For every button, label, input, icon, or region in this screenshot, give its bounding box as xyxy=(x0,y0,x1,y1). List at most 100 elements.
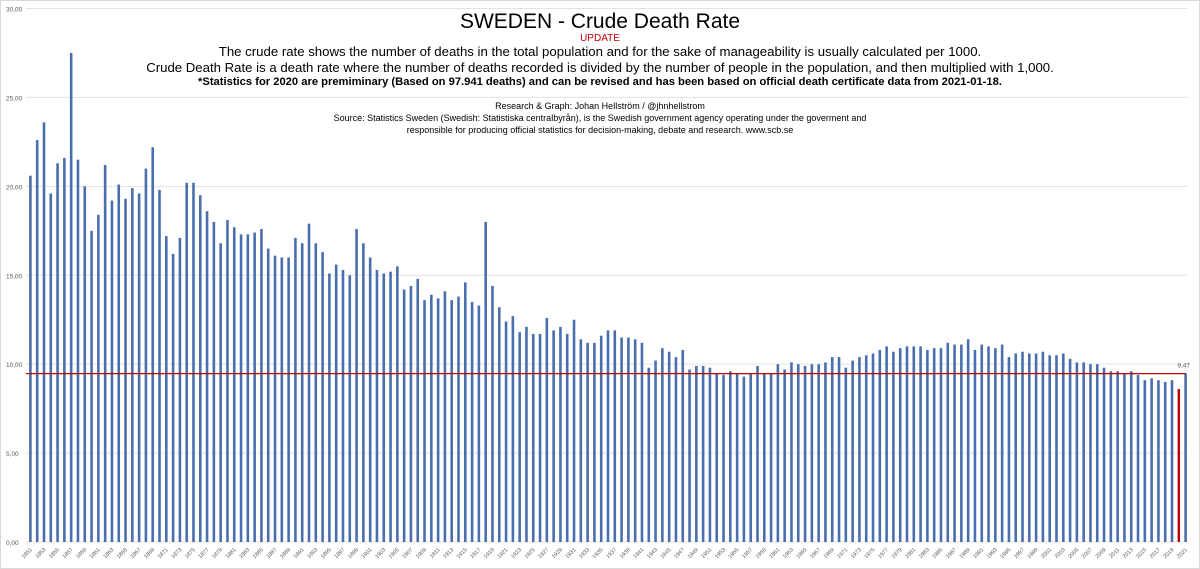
bar-1954 xyxy=(729,371,732,542)
bar-1920 xyxy=(497,307,501,542)
bar-1866 xyxy=(131,188,134,542)
x-tick-label: 2011 xyxy=(1108,547,1121,560)
bar-1962 xyxy=(783,369,786,542)
x-tick-label: 1971 xyxy=(836,547,849,560)
y-tick-label: 20,00 xyxy=(6,184,23,191)
bar-1966 xyxy=(810,364,814,542)
x-tick-label: 1919 xyxy=(483,547,496,560)
bar-2021 xyxy=(1184,373,1187,542)
bar-1907 xyxy=(409,285,413,542)
bar-1883 xyxy=(246,234,250,542)
bar-1851 xyxy=(29,175,32,542)
x-tick-label: 1981 xyxy=(904,547,917,560)
bar-1974 xyxy=(864,355,868,542)
bar-highlight-2020 xyxy=(1177,389,1181,542)
x-tick-label: 1969 xyxy=(823,547,836,560)
bar-1964 xyxy=(796,364,800,542)
bar-1956 xyxy=(742,376,746,542)
bar-1941 xyxy=(640,342,644,542)
bar-2015 xyxy=(1143,380,1147,542)
bar-2004 xyxy=(1068,358,1072,542)
bar-1868 xyxy=(144,168,148,543)
bar-1949 xyxy=(695,365,698,542)
bar-1904 xyxy=(389,271,392,542)
bar-1979 xyxy=(898,348,902,542)
bar-1852 xyxy=(35,140,39,542)
x-tick-label: 1963 xyxy=(782,547,795,560)
description-line-1: The crude rate shows the number of death… xyxy=(218,44,982,59)
bar-1860 xyxy=(90,230,93,542)
bar-1881 xyxy=(232,227,236,543)
bar-1889 xyxy=(287,257,290,542)
x-tick-label: 1879 xyxy=(211,547,224,560)
x-tick-label: 1965 xyxy=(796,547,809,560)
x-tick-label: 1945 xyxy=(660,547,673,560)
bar-1921 xyxy=(504,321,508,542)
bar-2012 xyxy=(1123,373,1126,542)
bar-1992 xyxy=(987,346,990,542)
x-tick-label: 1913 xyxy=(442,547,455,560)
bar-1882 xyxy=(239,234,243,542)
bar-1976 xyxy=(878,349,882,542)
x-tick-label: 1953 xyxy=(714,547,727,560)
bar-1995 xyxy=(1007,357,1011,542)
bar-1930 xyxy=(565,333,569,542)
bar-1916 xyxy=(470,301,474,542)
x-tick-label: 1881 xyxy=(225,547,238,560)
bar-1853 xyxy=(42,122,46,543)
bar-1933 xyxy=(586,342,589,542)
bar-1857 xyxy=(69,52,73,542)
x-tick-label: 1871 xyxy=(157,547,170,560)
x-tick-label: 2019 xyxy=(1163,547,1176,560)
bar-1945 xyxy=(667,351,671,542)
bar-1978 xyxy=(892,351,895,542)
bar-1871 xyxy=(165,236,168,543)
bar-1915 xyxy=(463,282,467,542)
bar-1990 xyxy=(973,349,977,542)
x-tick-label: 1925 xyxy=(524,547,537,560)
bar-1994 xyxy=(1000,344,1004,542)
bar-1986 xyxy=(946,342,950,542)
bar-1893 xyxy=(314,243,318,543)
bar-1861 xyxy=(97,214,100,542)
bar-1897 xyxy=(341,269,345,542)
bar-1957 xyxy=(749,373,753,542)
bar-1865 xyxy=(124,198,127,542)
bar-1918 xyxy=(484,221,487,542)
bar-2018 xyxy=(1163,381,1167,542)
bar-1854 xyxy=(49,193,53,543)
x-tick-label: 2017 xyxy=(1149,547,1162,560)
x-tick-label: 1933 xyxy=(578,547,591,560)
x-tick-label: 1975 xyxy=(864,547,877,560)
bar-1963 xyxy=(790,362,793,542)
description-line-2: Crude Death Rate is a death rate where t… xyxy=(146,60,1054,75)
x-tick-label: 1991 xyxy=(972,547,985,560)
bar-2014 xyxy=(1136,374,1140,542)
bar-1899 xyxy=(355,229,358,542)
bar-2005 xyxy=(1075,362,1079,542)
bar-1951 xyxy=(708,367,712,542)
x-tick-label: 1915 xyxy=(456,547,469,560)
x-tick-label: 1951 xyxy=(700,547,713,560)
x-tick-label: 1891 xyxy=(293,547,306,560)
x-tick-label: 1851 xyxy=(21,547,34,560)
bar-1944 xyxy=(661,348,664,542)
bar-1942 xyxy=(647,367,651,542)
bar-1970 xyxy=(837,357,841,542)
source-line-2: responsible for producing official stati… xyxy=(406,125,794,135)
x-tick-label: 1923 xyxy=(510,547,523,560)
x-tick-label: 2003 xyxy=(1054,547,1067,560)
x-tick-label: 2021 xyxy=(1176,547,1189,560)
bar-1987 xyxy=(953,344,956,542)
bar-1878 xyxy=(212,221,216,542)
bar-1856 xyxy=(63,157,66,542)
bar-1950 xyxy=(701,365,705,542)
bar-1902 xyxy=(375,269,379,542)
bar-1943 xyxy=(654,360,657,542)
bar-1876 xyxy=(198,195,202,542)
x-tick-label: 2005 xyxy=(1067,547,1080,560)
bar-1887 xyxy=(273,255,277,542)
chart-title: SWEDEN - Crude Death Rate xyxy=(459,10,741,33)
x-tick-label: 1853 xyxy=(34,547,47,560)
bar-1911 xyxy=(436,298,440,542)
